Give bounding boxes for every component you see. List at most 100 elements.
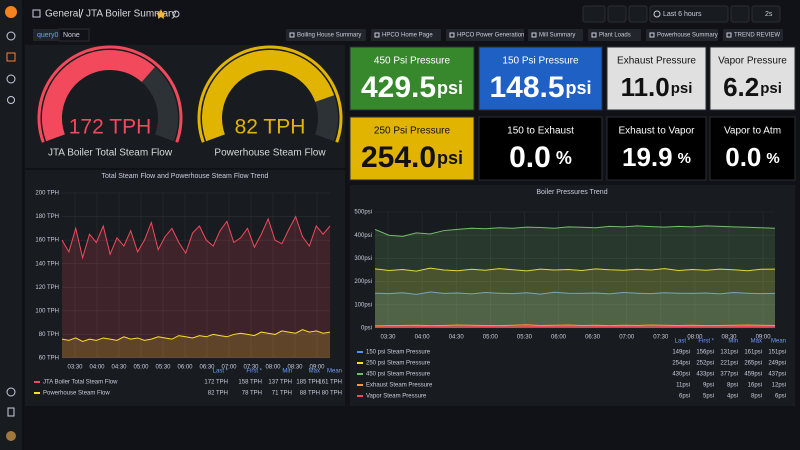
- time-picker[interactable]: [649, 5, 729, 23]
- legend-header[interactable]: First *: [246, 369, 262, 375]
- link-icon: [591, 32, 597, 38]
- series-area: [62, 216, 330, 358]
- dashboards-icon[interactable]: [6, 52, 16, 62]
- stat-value: 19.9%: [622, 142, 691, 172]
- settings-icon[interactable]: [6, 387, 16, 397]
- legend-stat: 158 TPH: [238, 380, 262, 386]
- star-icon[interactable]: [156, 9, 166, 19]
- logo[interactable]: [5, 6, 17, 18]
- legend-stat: 131psi: [720, 350, 738, 356]
- stat-unit: %: [766, 150, 779, 167]
- alert-icon[interactable]: [7, 96, 15, 104]
- dashboard-title[interactable]: JTA Boiler Summary: [86, 9, 176, 20]
- legend-name[interactable]: JTA Boiler Total Steam Flow: [43, 380, 118, 386]
- stat-number: 254.0: [361, 141, 436, 174]
- y-tick-label: 120 TPH: [35, 285, 59, 291]
- x-tick-label: 08:30: [721, 335, 737, 341]
- legend-header[interactable]: Max: [751, 339, 762, 345]
- stat-unit: psi: [437, 78, 463, 98]
- stat-panel: [709, 46, 796, 111]
- legend-name[interactable]: 250 psi Steam Pressure: [366, 361, 431, 367]
- search-icon[interactable]: [6, 31, 16, 41]
- save-button[interactable]: [607, 5, 627, 23]
- legend-stat: 8psi: [751, 394, 762, 400]
- legend-name[interactable]: Exhaust Steam Pressure: [366, 383, 433, 389]
- series-line: [61, 329, 331, 343]
- legend-stat: 78 TPH: [242, 391, 262, 397]
- legend-name[interactable]: 150 psi Steam Pressure: [366, 350, 431, 356]
- link-label[interactable]: Boiling House Summary: [297, 33, 361, 39]
- legend-stat: 430psi: [672, 372, 690, 378]
- link-icon: [449, 32, 455, 38]
- x-tick-label: 04:00: [89, 365, 105, 371]
- link-icon: [531, 32, 537, 38]
- variable-value[interactable]: None: [63, 32, 80, 39]
- link-icon: [289, 32, 295, 38]
- link-button[interactable]: [588, 29, 641, 41]
- legend-name[interactable]: 450 psi Steam Pressure: [366, 372, 431, 378]
- add-panel-button[interactable]: [582, 5, 606, 23]
- link-button[interactable]: [528, 29, 583, 41]
- legend-header[interactable]: Mean: [771, 339, 786, 345]
- breadcrumb-folder[interactable]: General: [45, 9, 81, 20]
- legend-header[interactable]: Mean: [327, 369, 342, 375]
- avatar[interactable]: [6, 431, 16, 441]
- legend-stat: 265psi: [744, 361, 762, 367]
- x-tick-label: 07:00: [619, 335, 635, 341]
- link-label[interactable]: Mill Summary: [539, 33, 575, 39]
- series-line: [374, 291, 776, 295]
- legend-header[interactable]: First *: [698, 339, 714, 345]
- y-tick-label: 200psi: [354, 279, 372, 285]
- stat-panel: [606, 46, 707, 111]
- refresh-interval[interactable]: 2s: [765, 11, 773, 18]
- stat-unit: psi: [437, 148, 463, 168]
- link-label[interactable]: Powerhouse Summary: [657, 33, 718, 39]
- legend-stat: 5psi: [703, 394, 714, 400]
- sidebar: [0, 0, 22, 450]
- y-tick-label: 500psi: [354, 210, 372, 216]
- link-label[interactable]: HPCO Home Page: [382, 33, 433, 39]
- link-button[interactable]: [446, 29, 524, 41]
- link-button[interactable]: [646, 29, 718, 41]
- legend-name[interactable]: Powerhouse Steam Flow: [43, 391, 110, 397]
- stat-title: Vapor to Atm: [724, 126, 781, 137]
- stat-title: Exhaust Pressure: [617, 56, 696, 67]
- series-area: [375, 268, 775, 328]
- legend-header[interactable]: Min: [728, 339, 738, 345]
- variable-select[interactable]: [58, 28, 90, 42]
- time-range[interactable]: Last 6 hours: [663, 11, 702, 18]
- link-icon: [374, 32, 380, 38]
- legend-header[interactable]: Max: [309, 369, 320, 375]
- legend-header[interactable]: Last *: [675, 339, 691, 345]
- link-label[interactable]: Plant Loads: [599, 33, 631, 39]
- stat-panel: [478, 46, 603, 111]
- legend-stat: 6psi: [775, 394, 786, 400]
- shield-icon[interactable]: [7, 407, 15, 417]
- y-tick-label: 200 TPH: [35, 191, 59, 197]
- legend-header[interactable]: Min: [282, 369, 292, 375]
- refresh-button[interactable]: [751, 5, 781, 23]
- gauge-arc: [201, 49, 335, 142]
- explore-icon[interactable]: [6, 74, 16, 84]
- link-label[interactable]: HPCO Power Generation: [457, 33, 524, 39]
- link-button[interactable]: [371, 29, 441, 41]
- settings-button[interactable]: [628, 5, 648, 23]
- legend-stat: 459psi: [744, 372, 762, 378]
- zoom-button[interactable]: [730, 5, 750, 23]
- link-button[interactable]: [723, 29, 783, 41]
- x-tick-label: 06:30: [199, 365, 215, 371]
- x-tick-label: 07:30: [653, 335, 669, 341]
- x-tick-label: 06:00: [551, 335, 567, 341]
- legend-name[interactable]: Vapor Steam Pressure: [366, 394, 427, 400]
- legend-header[interactable]: Last *: [213, 369, 229, 375]
- y-tick-label: 180 TPH: [35, 214, 59, 220]
- legend-stat: 11psi: [676, 383, 690, 389]
- share-icon[interactable]: [172, 10, 180, 18]
- link-button[interactable]: [286, 29, 366, 41]
- link-label[interactable]: TREND REVIEW: [734, 33, 780, 39]
- x-tick-label: 05:00: [483, 335, 499, 341]
- legend-stat: 16psi: [748, 383, 762, 389]
- x-tick-label: 07:00: [221, 365, 237, 371]
- grid-icon: [32, 9, 41, 18]
